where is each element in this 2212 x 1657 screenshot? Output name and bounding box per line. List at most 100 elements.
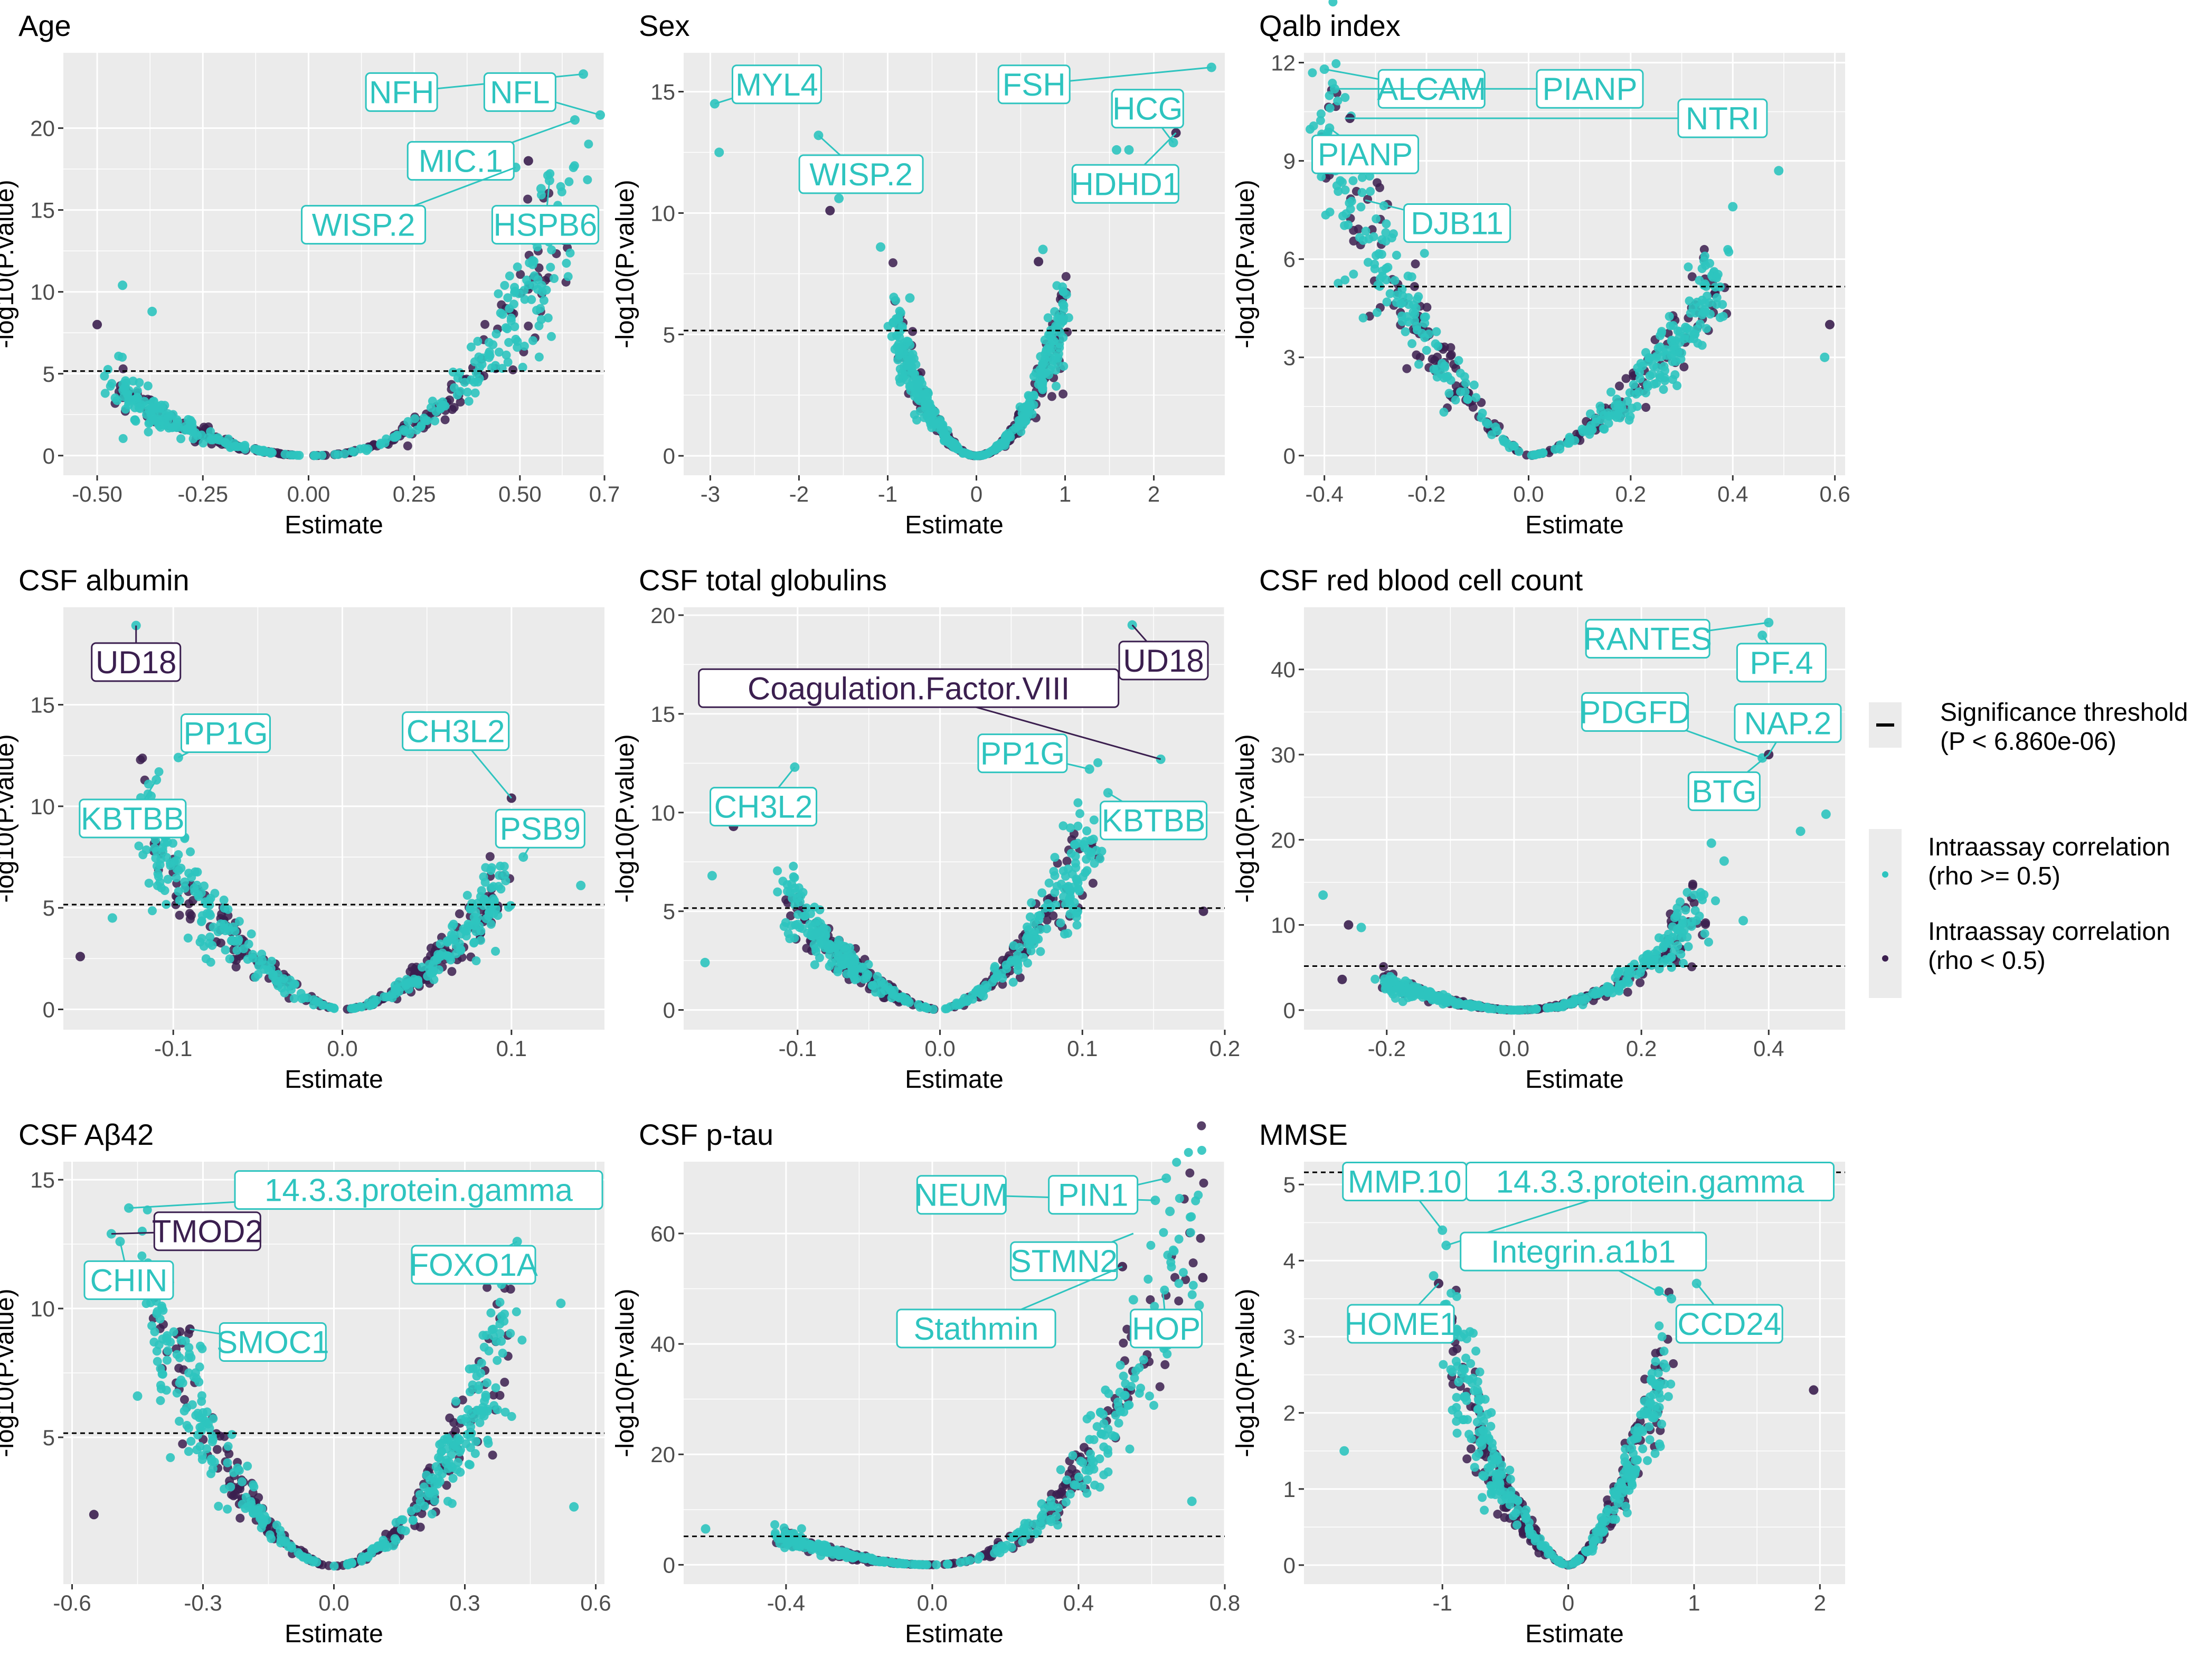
scatter-point (783, 887, 792, 896)
scatter-point (1411, 259, 1420, 269)
scatter-point (1181, 1275, 1190, 1284)
scatter-point (162, 411, 171, 420)
scatter-point (1340, 185, 1350, 195)
scatter-point (1095, 1407, 1105, 1417)
scatter-point (511, 287, 520, 296)
scatter-point (1706, 309, 1715, 319)
scatter-point (1036, 1512, 1046, 1522)
callout-label: NTRI (1345, 98, 1768, 138)
scatter-point (1576, 995, 1586, 1005)
callout-text: DJB11 (1411, 205, 1504, 241)
callout-box (1687, 771, 1761, 811)
scatter-point (890, 1558, 899, 1568)
scatter-point (489, 896, 499, 906)
scatter-point (175, 1353, 184, 1362)
scatter-point (1068, 1451, 1077, 1460)
scatter-point (1682, 933, 1692, 942)
y-tick-label: 10 (30, 794, 55, 819)
scatter-point (1442, 372, 1451, 382)
scatter-point (241, 1493, 251, 1502)
scatter-point (1338, 211, 1348, 221)
x-tick-label: 0.4 (1063, 1590, 1094, 1615)
scatter-point (408, 963, 417, 972)
scatter-point (779, 922, 789, 931)
scatter-point (1718, 300, 1727, 309)
scatter-point (491, 904, 501, 914)
scatter-point (1414, 986, 1424, 996)
scatter-point (798, 1539, 808, 1548)
panel-title: CSF Aβ42 (18, 1118, 154, 1151)
scatter-point-highlight (1825, 319, 1835, 329)
scatter-point (367, 1548, 376, 1558)
scatter-point (1630, 959, 1639, 969)
panel-8: -1 0 1 2012345MMSEEstimate-log10(P.value)MM… (1232, 1118, 1845, 1648)
scatter-point (496, 884, 506, 894)
scatter-point (833, 950, 842, 960)
scatter-point (280, 988, 289, 997)
scatter-point (1334, 278, 1343, 288)
scatter-point (440, 415, 450, 425)
scatter-point (156, 1364, 165, 1373)
scatter-point (1037, 377, 1047, 387)
y-tick-label: 0 (1283, 444, 1296, 468)
scatter-point (910, 391, 919, 401)
scatter-point (128, 376, 138, 386)
panel-0: -0.50 -0.25 0.00 0.25 0.50 0.705101520AgeEsti… (0, 9, 620, 539)
scatter-point (1185, 1168, 1195, 1178)
scatter-point (500, 1407, 510, 1417)
scatter-point (965, 1556, 975, 1565)
scatter-point (1355, 233, 1365, 242)
scatter-point (465, 1387, 475, 1397)
scatter-point (789, 872, 798, 881)
scatter-point (1642, 380, 1652, 389)
scatter-point-highlight (1128, 1295, 1138, 1305)
x-tick-label: 0.0 (318, 1590, 349, 1615)
scatter-point-highlight (1344, 920, 1354, 930)
scatter-point (471, 368, 481, 378)
scatter-point (1103, 1467, 1113, 1477)
scatter-point (1184, 1148, 1193, 1157)
scatter-point (895, 306, 904, 316)
y-tick-label: 3 (1283, 1325, 1296, 1350)
scatter-point (1659, 385, 1668, 394)
scatter-point (446, 1437, 456, 1447)
scatter-point (1188, 1258, 1198, 1268)
scatter-point (1345, 198, 1354, 208)
scatter-point (196, 1341, 205, 1351)
scatter-point (546, 262, 555, 272)
panel-title: CSF p-tau (639, 1118, 773, 1151)
scatter-point (1028, 929, 1038, 938)
callout-label: RANTES (1583, 619, 1769, 659)
scatter-point (448, 368, 458, 377)
scatter-point (1163, 1250, 1173, 1260)
scatter-point (1585, 427, 1594, 436)
scatter-point (1061, 871, 1070, 881)
scatter-point (435, 951, 445, 961)
y-tick-label: 5 (1283, 1172, 1296, 1197)
callout-box (698, 668, 1120, 708)
scatter-point (390, 984, 400, 994)
scatter-point (533, 275, 543, 285)
scatter-point (1500, 436, 1510, 446)
scatter-point (272, 1520, 281, 1530)
scatter-point (193, 1430, 203, 1439)
callout-text: PIANP (1318, 137, 1413, 172)
scatter-point (507, 1412, 516, 1421)
callout-label: HCG (1111, 89, 1184, 144)
scatter-point (197, 430, 206, 440)
scatter-point (1082, 1489, 1092, 1498)
scatter-point (267, 956, 277, 966)
scatter-point (1160, 1360, 1170, 1369)
scatter-point (1066, 849, 1076, 858)
scatter-point (1654, 933, 1663, 943)
scatter-point (1046, 347, 1056, 357)
scatter-point (221, 926, 230, 936)
scatter-point (1700, 251, 1709, 261)
scatter-point (1306, 125, 1315, 134)
scatter-point (206, 1454, 216, 1464)
scatter-point (1649, 361, 1658, 371)
y-axis-label: -log10(P.value) (611, 180, 639, 348)
scatter-point (219, 895, 229, 905)
scatter-point (563, 272, 573, 281)
